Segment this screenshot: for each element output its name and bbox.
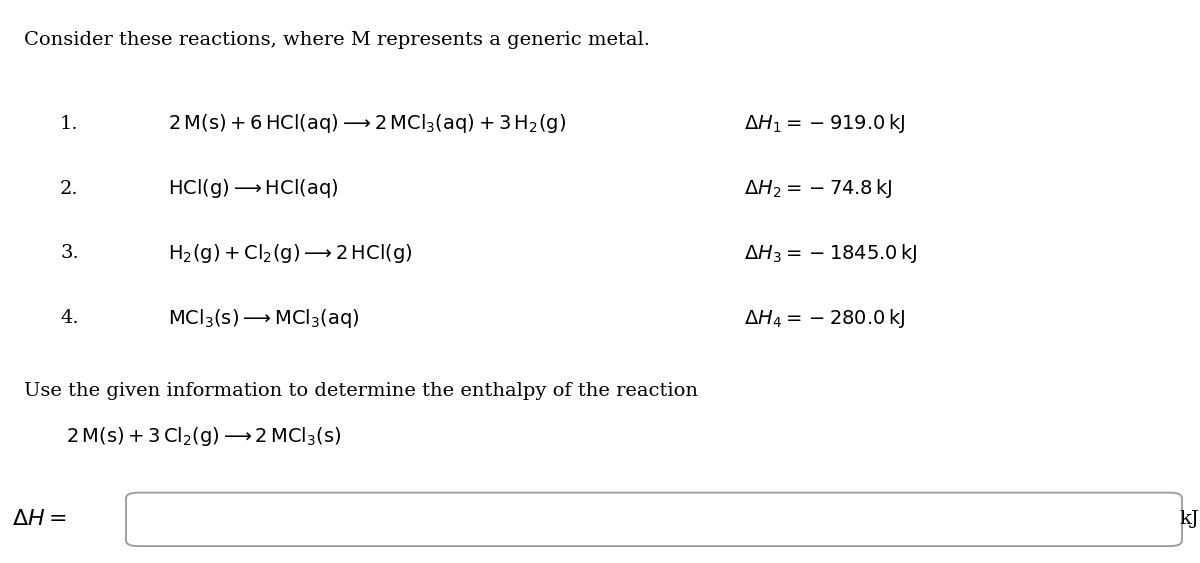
Text: Use the given information to determine the enthalpy of the reaction: Use the given information to determine t… — [24, 382, 698, 400]
Text: 1.: 1. — [60, 115, 79, 133]
Text: $\Delta H_1 = -919.0\,\mathrm{kJ}$: $\Delta H_1 = -919.0\,\mathrm{kJ}$ — [744, 113, 905, 135]
Text: 3.: 3. — [60, 244, 79, 262]
Text: $\Delta H_3 = -1845.0\,\mathrm{kJ}$: $\Delta H_3 = -1845.0\,\mathrm{kJ}$ — [744, 242, 918, 265]
Text: kJ: kJ — [1180, 511, 1199, 528]
Text: $\mathrm{H_2(g) + Cl_2(g) \longrightarrow 2\,HCl(g)}$: $\mathrm{H_2(g) + Cl_2(g) \longrightarro… — [168, 242, 413, 265]
Text: $\Delta H =$: $\Delta H =$ — [12, 510, 66, 529]
Text: $2\,\mathrm{M(s) + 6\,HCl(aq) \longrightarrow 2\,MCl_3(aq) + 3\,H_2(g)}$: $2\,\mathrm{M(s) + 6\,HCl(aq) \longright… — [168, 113, 566, 135]
Text: $\Delta H_2 = -74.8\,\mathrm{kJ}$: $\Delta H_2 = -74.8\,\mathrm{kJ}$ — [744, 177, 893, 200]
Text: $2\,\mathrm{M(s) + 3\,Cl_2(g) \longrightarrow 2\,MCl_3(s)}$: $2\,\mathrm{M(s) + 3\,Cl_2(g) \longright… — [66, 425, 342, 448]
Text: Consider these reactions, where M represents a generic metal.: Consider these reactions, where M repres… — [24, 31, 650, 49]
Text: $\Delta H_4 = -280.0\,\mathrm{kJ}$: $\Delta H_4 = -280.0\,\mathrm{kJ}$ — [744, 307, 905, 329]
FancyBboxPatch shape — [126, 493, 1182, 546]
Text: 2.: 2. — [60, 180, 79, 198]
Text: $\mathrm{HCl(g) \longrightarrow HCl(aq)}$: $\mathrm{HCl(g) \longrightarrow HCl(aq)}… — [168, 177, 338, 200]
Text: $\mathrm{MCl_3(s) \longrightarrow MCl_3(aq)}$: $\mathrm{MCl_3(s) \longrightarrow MCl_3(… — [168, 307, 360, 329]
Text: 4.: 4. — [60, 309, 79, 327]
